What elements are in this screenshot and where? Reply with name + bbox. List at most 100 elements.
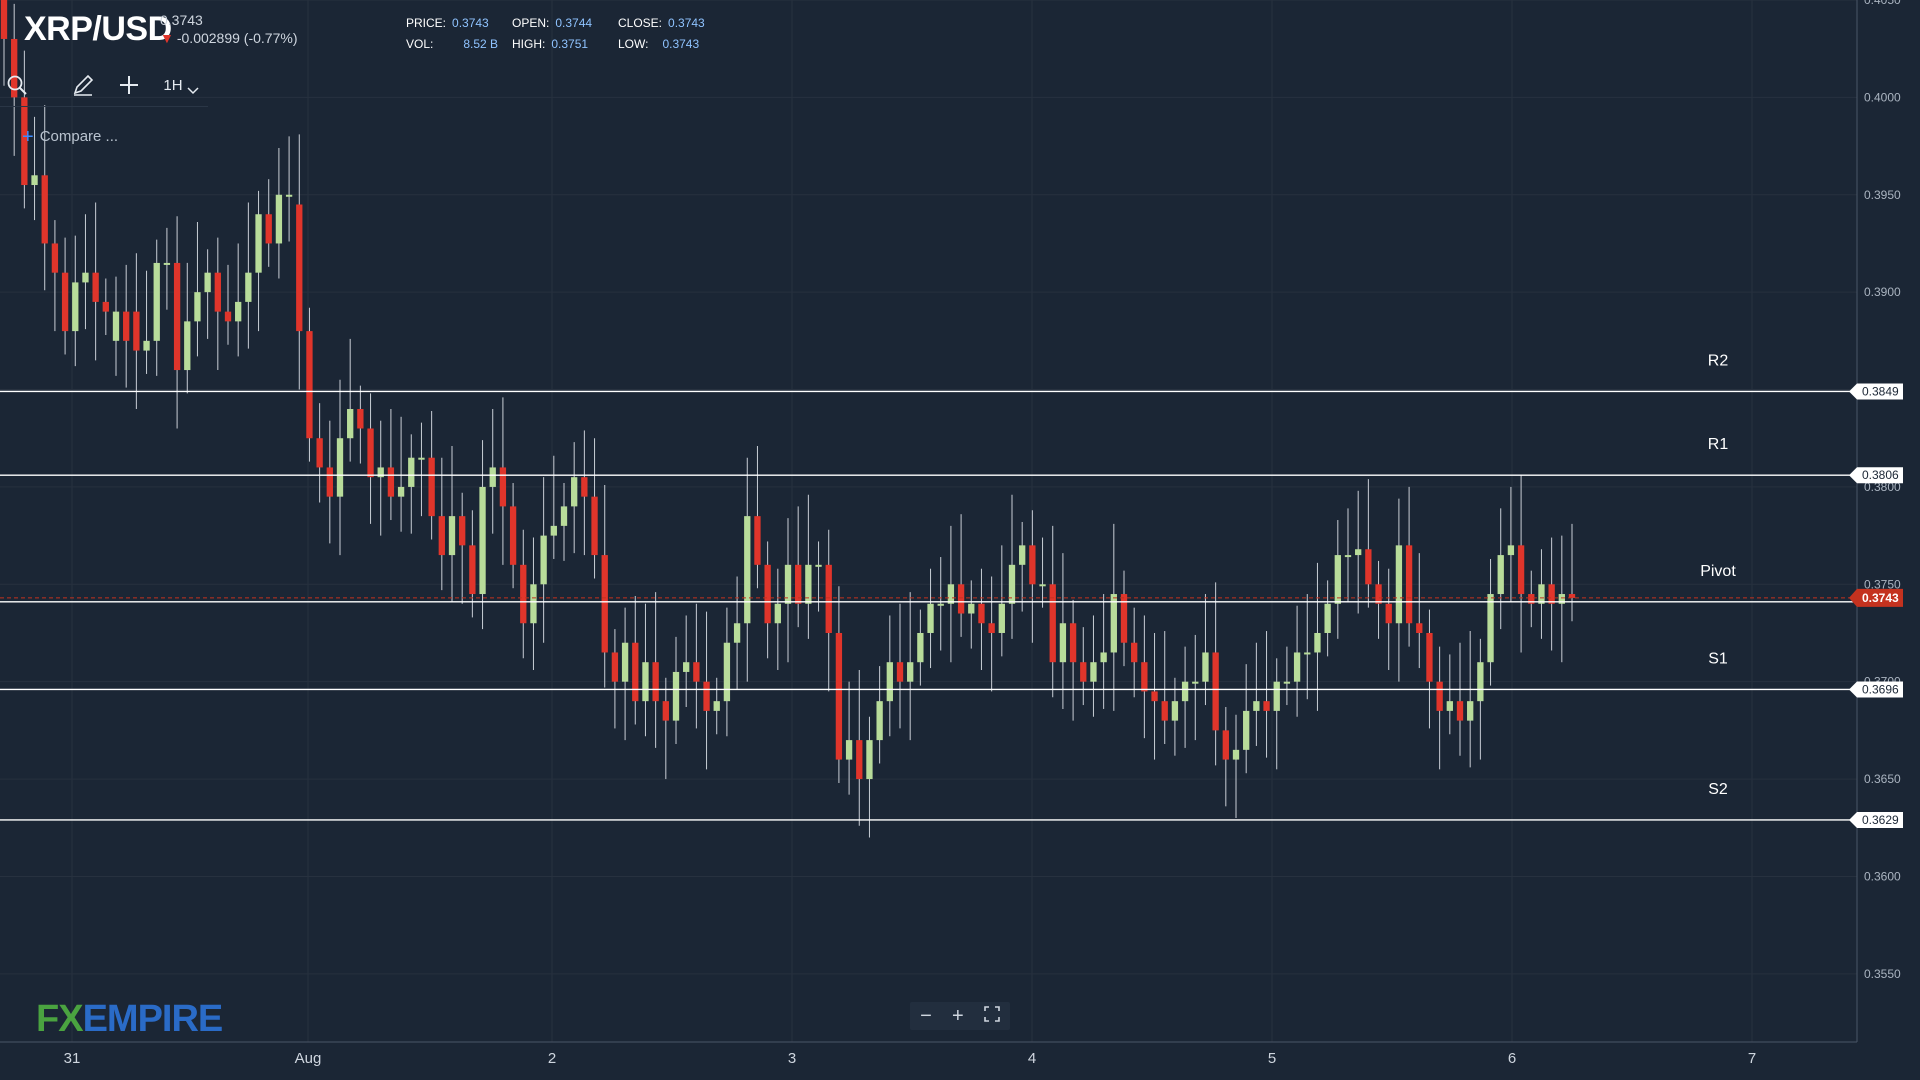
candle-body	[571, 477, 578, 507]
candle-body	[825, 564, 832, 633]
candle-body	[1497, 555, 1504, 595]
search-icon[interactable]	[2, 66, 32, 104]
x-tick-label: 5	[1268, 1050, 1276, 1067]
x-tick-label: 3	[788, 1050, 796, 1067]
zoom-out-button[interactable]: −	[920, 1004, 932, 1027]
candle-body	[581, 477, 588, 497]
candle-body	[632, 642, 639, 702]
candle-body	[774, 603, 781, 624]
candle-body	[41, 175, 48, 244]
candle-body	[1334, 555, 1341, 604]
change-value: -0.002899 (-0.77%)	[176, 30, 298, 46]
candle-body	[479, 486, 486, 595]
candle-body	[1436, 681, 1443, 711]
candle-body	[1171, 701, 1179, 721]
candle-body	[1059, 623, 1067, 663]
y-tick-label: 0.3550	[1864, 967, 1901, 981]
candle-body	[713, 701, 720, 711]
candle-body	[662, 701, 669, 721]
candle-body	[1151, 691, 1158, 702]
candle-body	[1528, 594, 1535, 604]
level-price-tag	[1849, 383, 1903, 400]
candle-body	[1324, 603, 1331, 633]
candle-body	[72, 282, 79, 332]
candle-body	[876, 701, 883, 741]
candle-body	[1080, 662, 1087, 682]
candle-body	[560, 506, 568, 526]
candle-body	[896, 662, 904, 682]
candle-body	[235, 301, 242, 322]
candle-body	[336, 438, 344, 497]
level-price-tag-label: 0.3849	[1862, 384, 1899, 398]
y-tick-label: 0.3750	[1864, 577, 1901, 591]
candle-body	[1375, 584, 1382, 604]
candle-body	[968, 603, 975, 614]
candle-body	[672, 671, 680, 721]
candle-body	[173, 262, 181, 371]
stat-price: PRICE: 0.3743	[406, 16, 489, 30]
candle-body	[520, 564, 527, 624]
candle-body	[499, 467, 507, 507]
candle-body	[184, 321, 191, 371]
candle-body	[1558, 594, 1565, 604]
zoom-in-button[interactable]: +	[951, 1004, 964, 1027]
candle-body	[550, 525, 557, 536]
candle-body	[530, 584, 537, 624]
level-price-tag-label: 0.3696	[1862, 682, 1899, 696]
candle-body	[1405, 545, 1413, 624]
candle-body	[733, 623, 741, 643]
header-change: ▼ -0.002899 (-0.77%)	[160, 30, 298, 46]
level-label-r1: R1	[1708, 436, 1729, 453]
candle-body	[1446, 701, 1453, 711]
candle-body	[347, 409, 354, 439]
x-tick-label: Aug	[295, 1050, 322, 1067]
candle-body	[265, 214, 272, 244]
candle-body	[917, 632, 924, 663]
fullscreen-icon[interactable]	[984, 1005, 1000, 1028]
fxempire-logo: FXEMPIRE	[36, 998, 223, 1040]
y-tick-label: 0.3950	[1864, 188, 1901, 202]
level-price-tag-label: 0.3629	[1862, 813, 1899, 827]
candle-body	[1253, 701, 1260, 711]
candle-body	[856, 740, 863, 780]
candle-body	[357, 409, 364, 429]
candle-body	[652, 662, 659, 702]
candle-body	[1487, 594, 1494, 663]
stat-close: CLOSE: 0.3743	[618, 16, 705, 30]
candle-body	[1395, 545, 1403, 624]
level-label-s1: S1	[1708, 650, 1728, 667]
compare-button[interactable]: + Compare ...	[22, 126, 118, 149]
candle-body	[1385, 603, 1392, 624]
candle-body	[428, 457, 435, 517]
candle-body	[285, 194, 293, 197]
candle-body	[784, 564, 792, 604]
candle-body	[367, 428, 374, 478]
plus-icon[interactable]	[114, 66, 144, 104]
stat-open: OPEN: 0.3744	[512, 16, 593, 30]
level-label-r2: R2	[1708, 352, 1729, 369]
candle-body	[21, 97, 28, 186]
candle-body	[947, 584, 955, 604]
candle-body	[459, 516, 466, 546]
candle-body	[1019, 545, 1026, 565]
timeframe-selector[interactable]: 1H	[158, 66, 204, 104]
candle-body	[1161, 701, 1168, 721]
candle-body	[1477, 662, 1484, 702]
plus-icon: +	[22, 126, 34, 148]
candle-body	[1090, 662, 1097, 682]
chevron-down-icon	[187, 87, 199, 95]
y-tick-label: 0.3600	[1864, 869, 1901, 883]
candle-body	[683, 662, 690, 672]
candle-body	[123, 311, 130, 341]
candle-body	[214, 272, 221, 312]
candle-body	[1467, 701, 1474, 721]
candle-body	[194, 292, 201, 322]
candle-body	[438, 516, 445, 556]
y-tick-label: 0.4000	[1864, 90, 1901, 104]
candle-body	[1222, 730, 1229, 760]
candle-body	[448, 516, 456, 556]
candle-body	[927, 603, 934, 633]
pencil-icon[interactable]	[66, 66, 100, 104]
candle-body	[1416, 623, 1423, 633]
